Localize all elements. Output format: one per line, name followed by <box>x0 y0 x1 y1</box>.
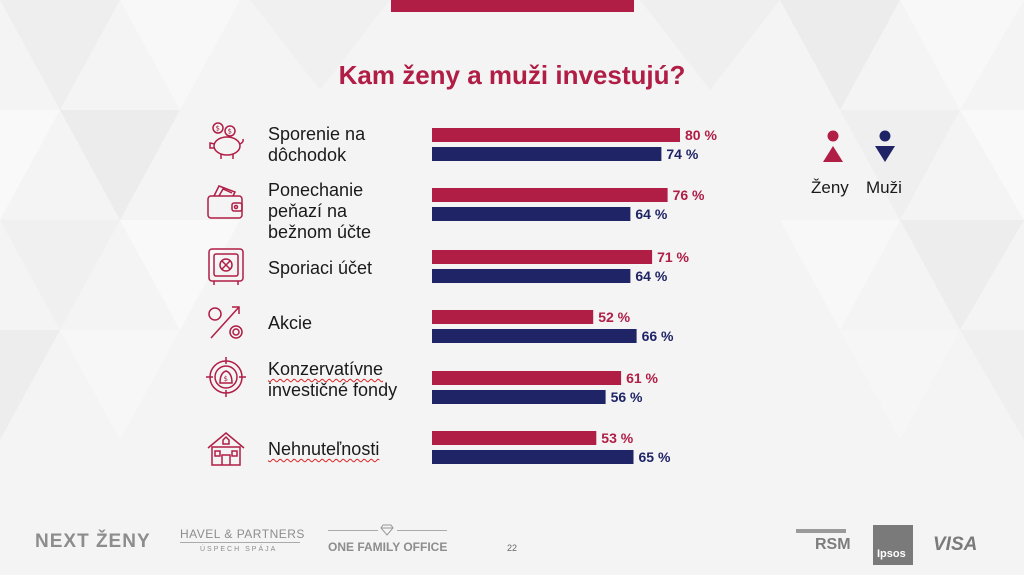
bar-women <box>432 431 597 445</box>
bar-women <box>432 371 622 385</box>
havel-partners-divider <box>180 542 300 543</box>
legend-men-label: Muži <box>866 178 902 197</box>
category-label-funds: Konzervatívne investičné fondy <box>268 359 428 401</box>
men-legend-icon <box>875 130 895 162</box>
rsm-bar <box>796 529 846 533</box>
safe-icon <box>208 248 244 285</box>
wallet-icon <box>207 185 243 219</box>
havel-partners-logo: HAVEL & PARTNERS <box>180 527 305 541</box>
money-target-icon: $ <box>206 357 246 397</box>
data-label-men: 74 % <box>666 146 698 162</box>
page-number: 22 <box>507 543 518 553</box>
category-label-line: peňazí na <box>268 201 348 221</box>
diamond-icon <box>380 524 394 536</box>
category-label-line: bežnom účte <box>268 222 372 242</box>
category-label-line: dôchodok <box>268 145 347 165</box>
data-label-women: 76 % <box>673 187 705 203</box>
svg-text:$: $ <box>224 375 228 383</box>
family-office-rule-right <box>397 530 447 531</box>
piggy-bank-icon: $ $ <box>209 122 244 159</box>
bar-men <box>432 450 634 464</box>
category-label-stocks: Akcie <box>268 313 428 334</box>
family-office-rule-left <box>328 530 378 531</box>
bar-men <box>432 329 637 343</box>
legend-women-label: Ženy <box>811 178 849 197</box>
bar-men <box>432 269 631 283</box>
data-label-men: 66 % <box>642 328 674 344</box>
rsm-logo: RSM <box>815 536 851 553</box>
data-label-women: 61 % <box>626 370 658 386</box>
data-label-women: 71 % <box>657 249 689 265</box>
svg-text:$: $ <box>228 128 232 136</box>
category-label-line: Ponechanie <box>268 180 364 200</box>
one-family-office-logo: ONE FAMILY OFFICE <box>328 540 448 554</box>
next-zeny-logo: NEXT ŽENY <box>35 531 151 552</box>
percent-icon <box>208 306 243 339</box>
women-legend-icon <box>823 130 843 162</box>
category-label-line: Nehnuteľnosti <box>268 439 380 459</box>
bar-men <box>432 390 606 404</box>
ipsos-logo: Ipsos <box>877 548 906 560</box>
data-label-men: 65 % <box>639 449 671 465</box>
bar-men <box>432 147 662 161</box>
bar-women <box>432 188 668 202</box>
page-title: Kam ženy a muži investujú? <box>338 60 686 90</box>
house-icon <box>207 432 245 466</box>
bar-women <box>432 310 594 324</box>
bar-women <box>432 128 680 142</box>
category-label-line: Akcie <box>268 313 313 333</box>
data-label-men: 64 % <box>635 268 667 284</box>
footer: NEXT ŽENY HAVEL & PARTNERS ÚSPECH SPÁJA … <box>0 520 1024 575</box>
svg-text:$: $ <box>216 125 220 133</box>
category-label-savings-account: Sporiaci účet <box>268 258 428 279</box>
bar-men <box>432 207 631 221</box>
bar-women <box>432 250 653 264</box>
category-label-retirement: Sporenie na dôchodok <box>268 124 428 166</box>
category-label-line: investičné fondy <box>268 380 398 400</box>
category-label-line: Konzervatívne <box>268 359 384 379</box>
havel-partners-tagline: ÚSPECH SPÁJA <box>200 546 278 553</box>
ipsos-logo-box <box>873 525 913 565</box>
top-accent-bar <box>391 0 634 12</box>
data-label-men: 64 % <box>635 206 667 222</box>
category-label-line: Sporenie na <box>268 124 366 144</box>
category-label-current-account: Ponechanie peňazí na bežnom účte <box>268 180 428 243</box>
data-label-women: 53 % <box>601 430 633 446</box>
category-label-line: Sporiaci účet <box>268 258 373 278</box>
visa-logo: VISA <box>933 534 978 555</box>
data-label-women: 80 % <box>685 127 717 143</box>
data-label-women: 52 % <box>598 309 630 325</box>
data-label-men: 56 % <box>611 389 643 405</box>
category-label-real-estate: Nehnuteľnosti <box>268 439 428 460</box>
